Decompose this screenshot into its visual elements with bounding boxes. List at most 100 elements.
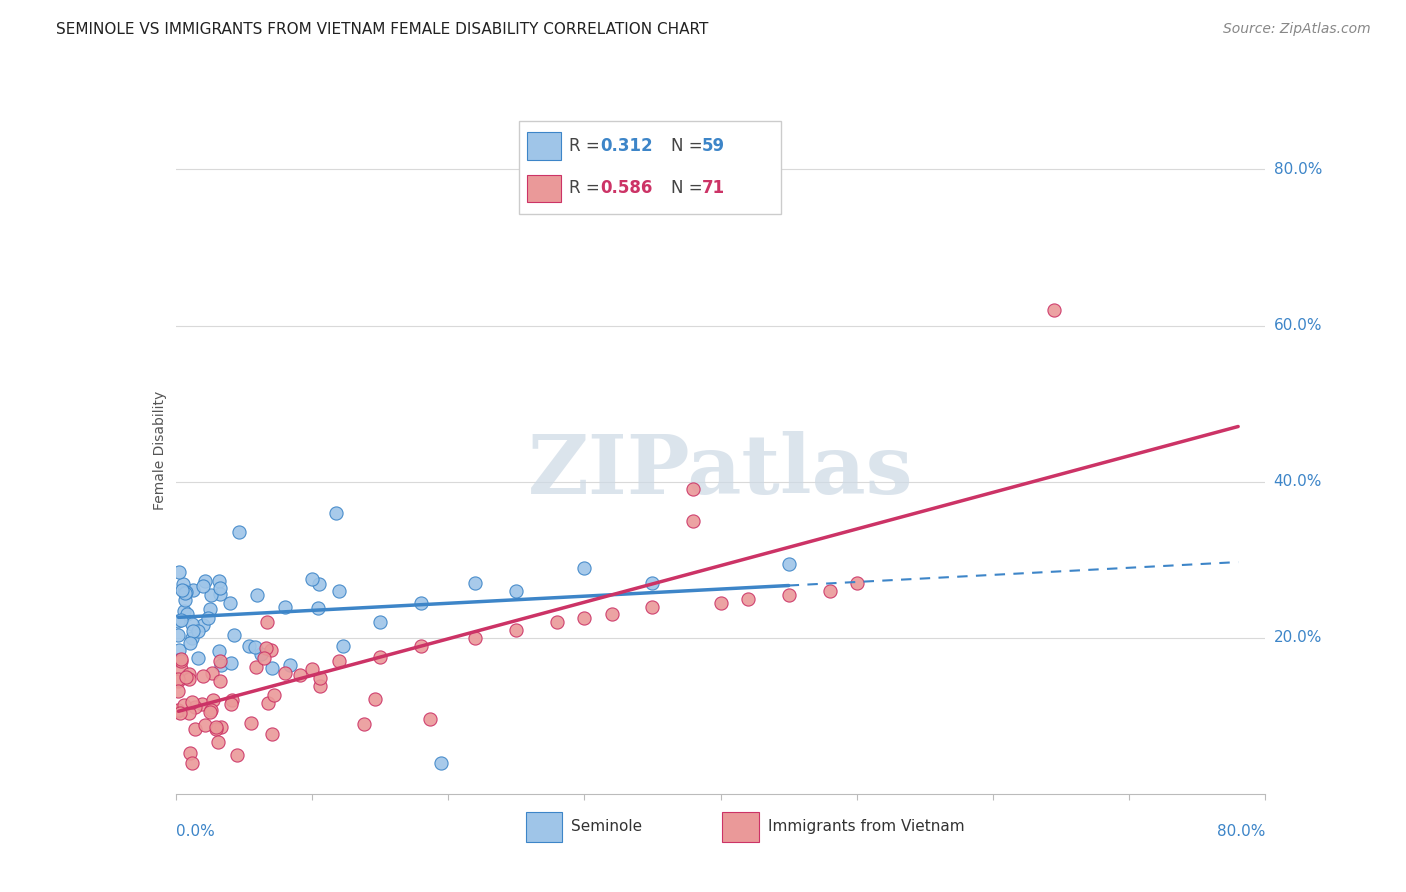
Point: [167, 684, 190, 698]
Point: [845, 576, 868, 591]
FancyBboxPatch shape: [527, 132, 561, 160]
Point: [200, 702, 222, 716]
Point: [179, 747, 201, 761]
Point: [464, 576, 486, 591]
Point: [169, 706, 191, 720]
Point: [183, 699, 205, 714]
Point: [278, 657, 301, 672]
Point: [201, 665, 224, 680]
Point: [600, 607, 623, 622]
Point: [205, 720, 228, 734]
Point: [177, 706, 200, 720]
Point: [167, 672, 190, 686]
Point: [246, 588, 269, 602]
Text: 20.0%: 20.0%: [1274, 631, 1322, 645]
Point: [710, 596, 733, 610]
Point: [208, 654, 231, 668]
Point: [169, 613, 191, 627]
Point: [256, 615, 278, 630]
Point: [430, 756, 453, 770]
Point: [172, 577, 194, 591]
Point: [325, 506, 347, 520]
Point: [209, 581, 232, 595]
Text: R =: R =: [568, 179, 605, 197]
Point: [254, 641, 277, 656]
Point: [301, 572, 323, 586]
Point: [167, 628, 190, 642]
Point: [197, 610, 219, 624]
Point: [167, 704, 190, 718]
Point: [170, 654, 193, 668]
Point: [167, 674, 190, 689]
Point: [307, 600, 329, 615]
Text: SEMINOLE VS IMMIGRANTS FROM VIETNAM FEMALE DISABILITY CORRELATION CHART: SEMINOLE VS IMMIGRANTS FROM VIETNAM FEMA…: [56, 22, 709, 37]
Point: [174, 593, 197, 607]
Point: [363, 692, 385, 706]
Point: [409, 596, 432, 610]
Point: [201, 692, 224, 706]
Point: [208, 673, 231, 688]
Point: [641, 599, 664, 614]
Text: R =: R =: [568, 136, 605, 155]
FancyBboxPatch shape: [526, 812, 562, 842]
Point: [184, 722, 207, 736]
Point: [198, 602, 221, 616]
Point: [191, 617, 214, 632]
Point: [219, 596, 242, 610]
Point: [257, 696, 280, 710]
Text: ZIPatlas: ZIPatlas: [527, 431, 914, 511]
Point: [239, 715, 262, 730]
Point: [193, 669, 215, 683]
Point: [409, 639, 432, 653]
Point: [228, 524, 250, 539]
Point: [174, 583, 197, 598]
Point: [301, 662, 323, 676]
Point: [209, 720, 232, 734]
Point: [778, 588, 800, 602]
Point: [190, 697, 212, 711]
Point: [221, 697, 243, 711]
Text: Immigrants from Vietnam: Immigrants from Vietnam: [768, 820, 965, 834]
Point: [328, 583, 350, 598]
FancyBboxPatch shape: [527, 175, 561, 202]
Point: [193, 579, 215, 593]
Point: [778, 557, 800, 571]
Point: [505, 583, 527, 598]
Point: [209, 658, 232, 673]
Point: [194, 717, 217, 731]
Point: [208, 574, 231, 588]
Point: [260, 643, 283, 657]
Point: [274, 599, 297, 614]
Point: [574, 611, 596, 625]
Point: [368, 615, 391, 630]
Point: [173, 698, 195, 712]
Point: [181, 631, 204, 645]
Point: [238, 640, 260, 654]
Point: [332, 639, 354, 653]
Point: [260, 727, 283, 741]
Point: [181, 583, 204, 598]
Point: [167, 565, 190, 579]
Point: [173, 583, 195, 598]
Point: [219, 656, 242, 670]
Point: [263, 689, 285, 703]
Point: [243, 640, 266, 654]
Point: [208, 587, 231, 601]
Point: [181, 696, 204, 710]
Text: 0.586: 0.586: [600, 179, 652, 197]
Point: [170, 583, 193, 598]
Point: [546, 615, 568, 630]
Point: [179, 636, 201, 650]
FancyBboxPatch shape: [519, 120, 780, 213]
Point: [174, 670, 197, 684]
Point: [308, 577, 330, 591]
Text: N =: N =: [671, 179, 707, 197]
Point: [1043, 302, 1066, 317]
Point: [173, 586, 195, 600]
Text: 80.0%: 80.0%: [1218, 824, 1265, 839]
Point: [641, 576, 664, 591]
Text: N =: N =: [671, 136, 707, 155]
Point: [274, 665, 297, 680]
Point: [308, 672, 330, 686]
Point: [224, 628, 246, 642]
